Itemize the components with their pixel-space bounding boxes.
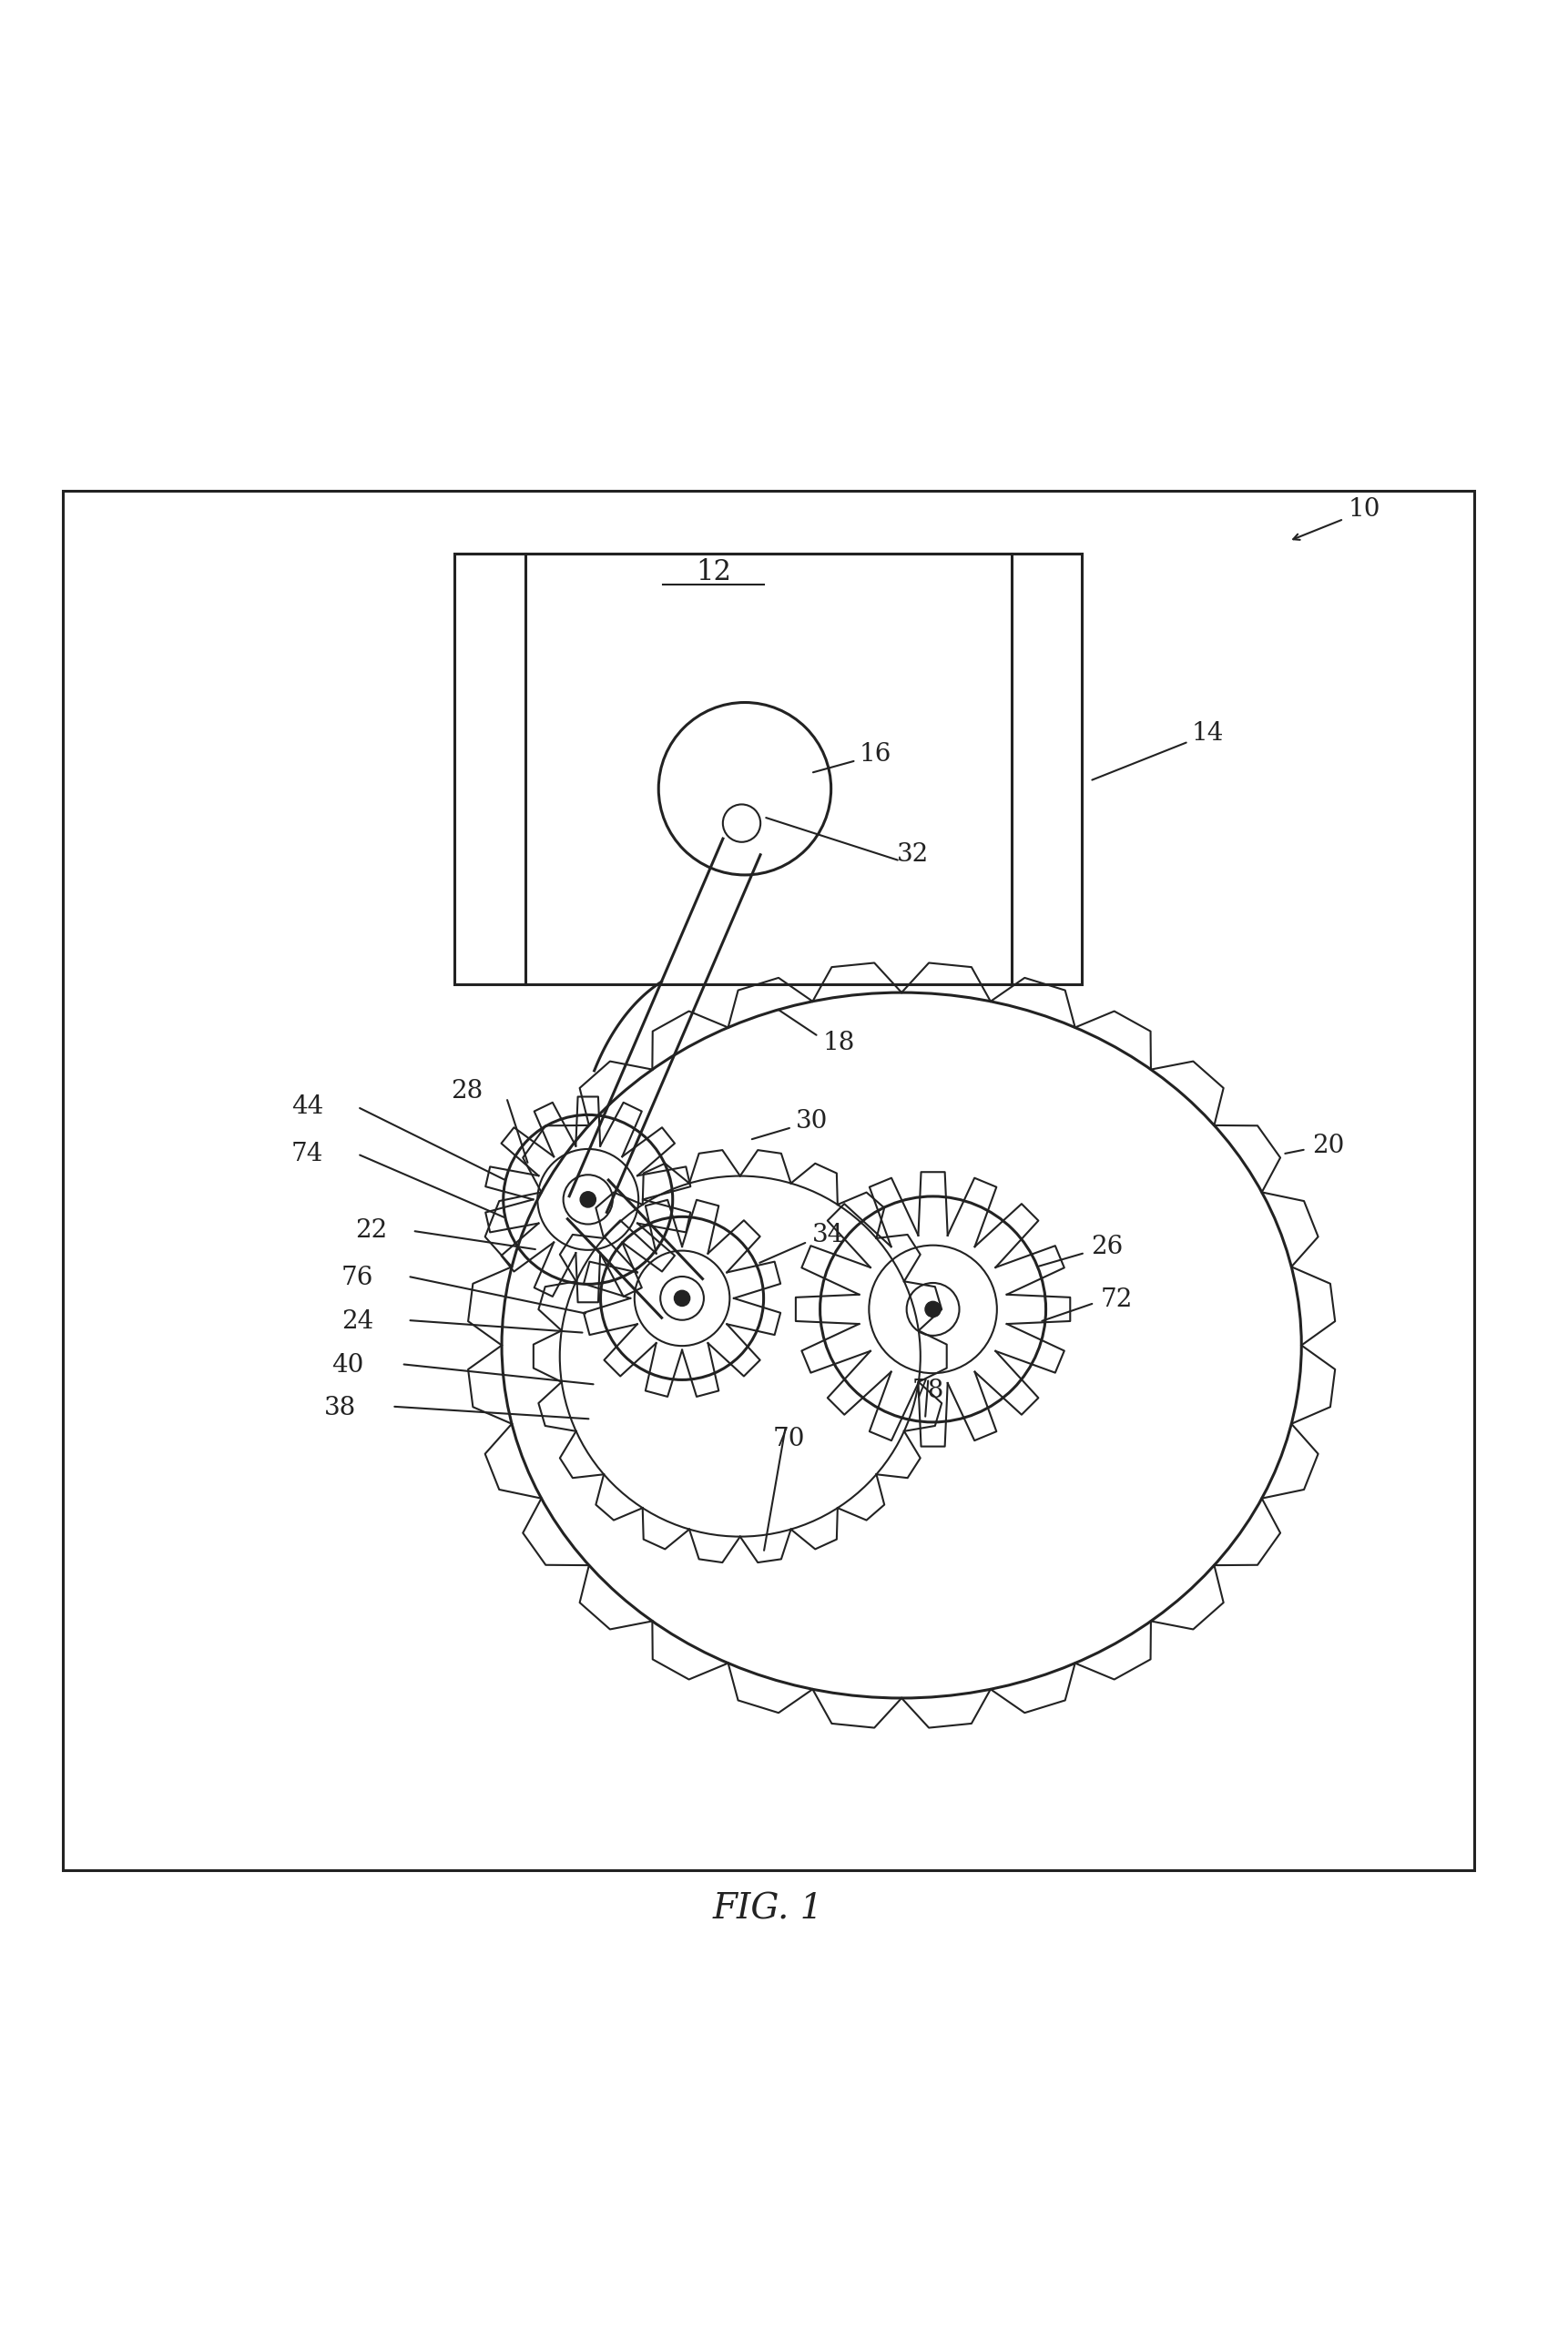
Text: 24: 24: [342, 1309, 373, 1335]
Text: 72: 72: [1101, 1288, 1132, 1312]
Text: 18: 18: [823, 1030, 855, 1055]
Text: 40: 40: [332, 1354, 364, 1377]
Text: 78: 78: [913, 1379, 944, 1403]
Text: 10: 10: [1348, 496, 1380, 522]
Text: 70: 70: [773, 1426, 804, 1452]
Text: 26: 26: [1091, 1235, 1123, 1258]
Text: 20: 20: [1312, 1135, 1344, 1158]
Text: 28: 28: [452, 1079, 483, 1104]
Text: 38: 38: [325, 1396, 356, 1421]
Circle shape: [674, 1291, 690, 1307]
Text: 16: 16: [859, 741, 891, 767]
Text: 32: 32: [897, 841, 928, 867]
Text: 76: 76: [342, 1265, 373, 1291]
Text: 74: 74: [292, 1142, 323, 1167]
Text: 34: 34: [812, 1223, 844, 1249]
Text: FIG. 1: FIG. 1: [713, 1892, 823, 1927]
Circle shape: [925, 1302, 941, 1316]
Circle shape: [580, 1191, 596, 1207]
Text: 44: 44: [292, 1095, 323, 1118]
Bar: [455, 555, 1082, 986]
Text: 30: 30: [797, 1109, 828, 1132]
Bar: [63, 492, 1474, 1871]
Text: 12: 12: [696, 559, 731, 587]
Text: 14: 14: [1192, 722, 1225, 746]
Text: 22: 22: [356, 1219, 387, 1244]
